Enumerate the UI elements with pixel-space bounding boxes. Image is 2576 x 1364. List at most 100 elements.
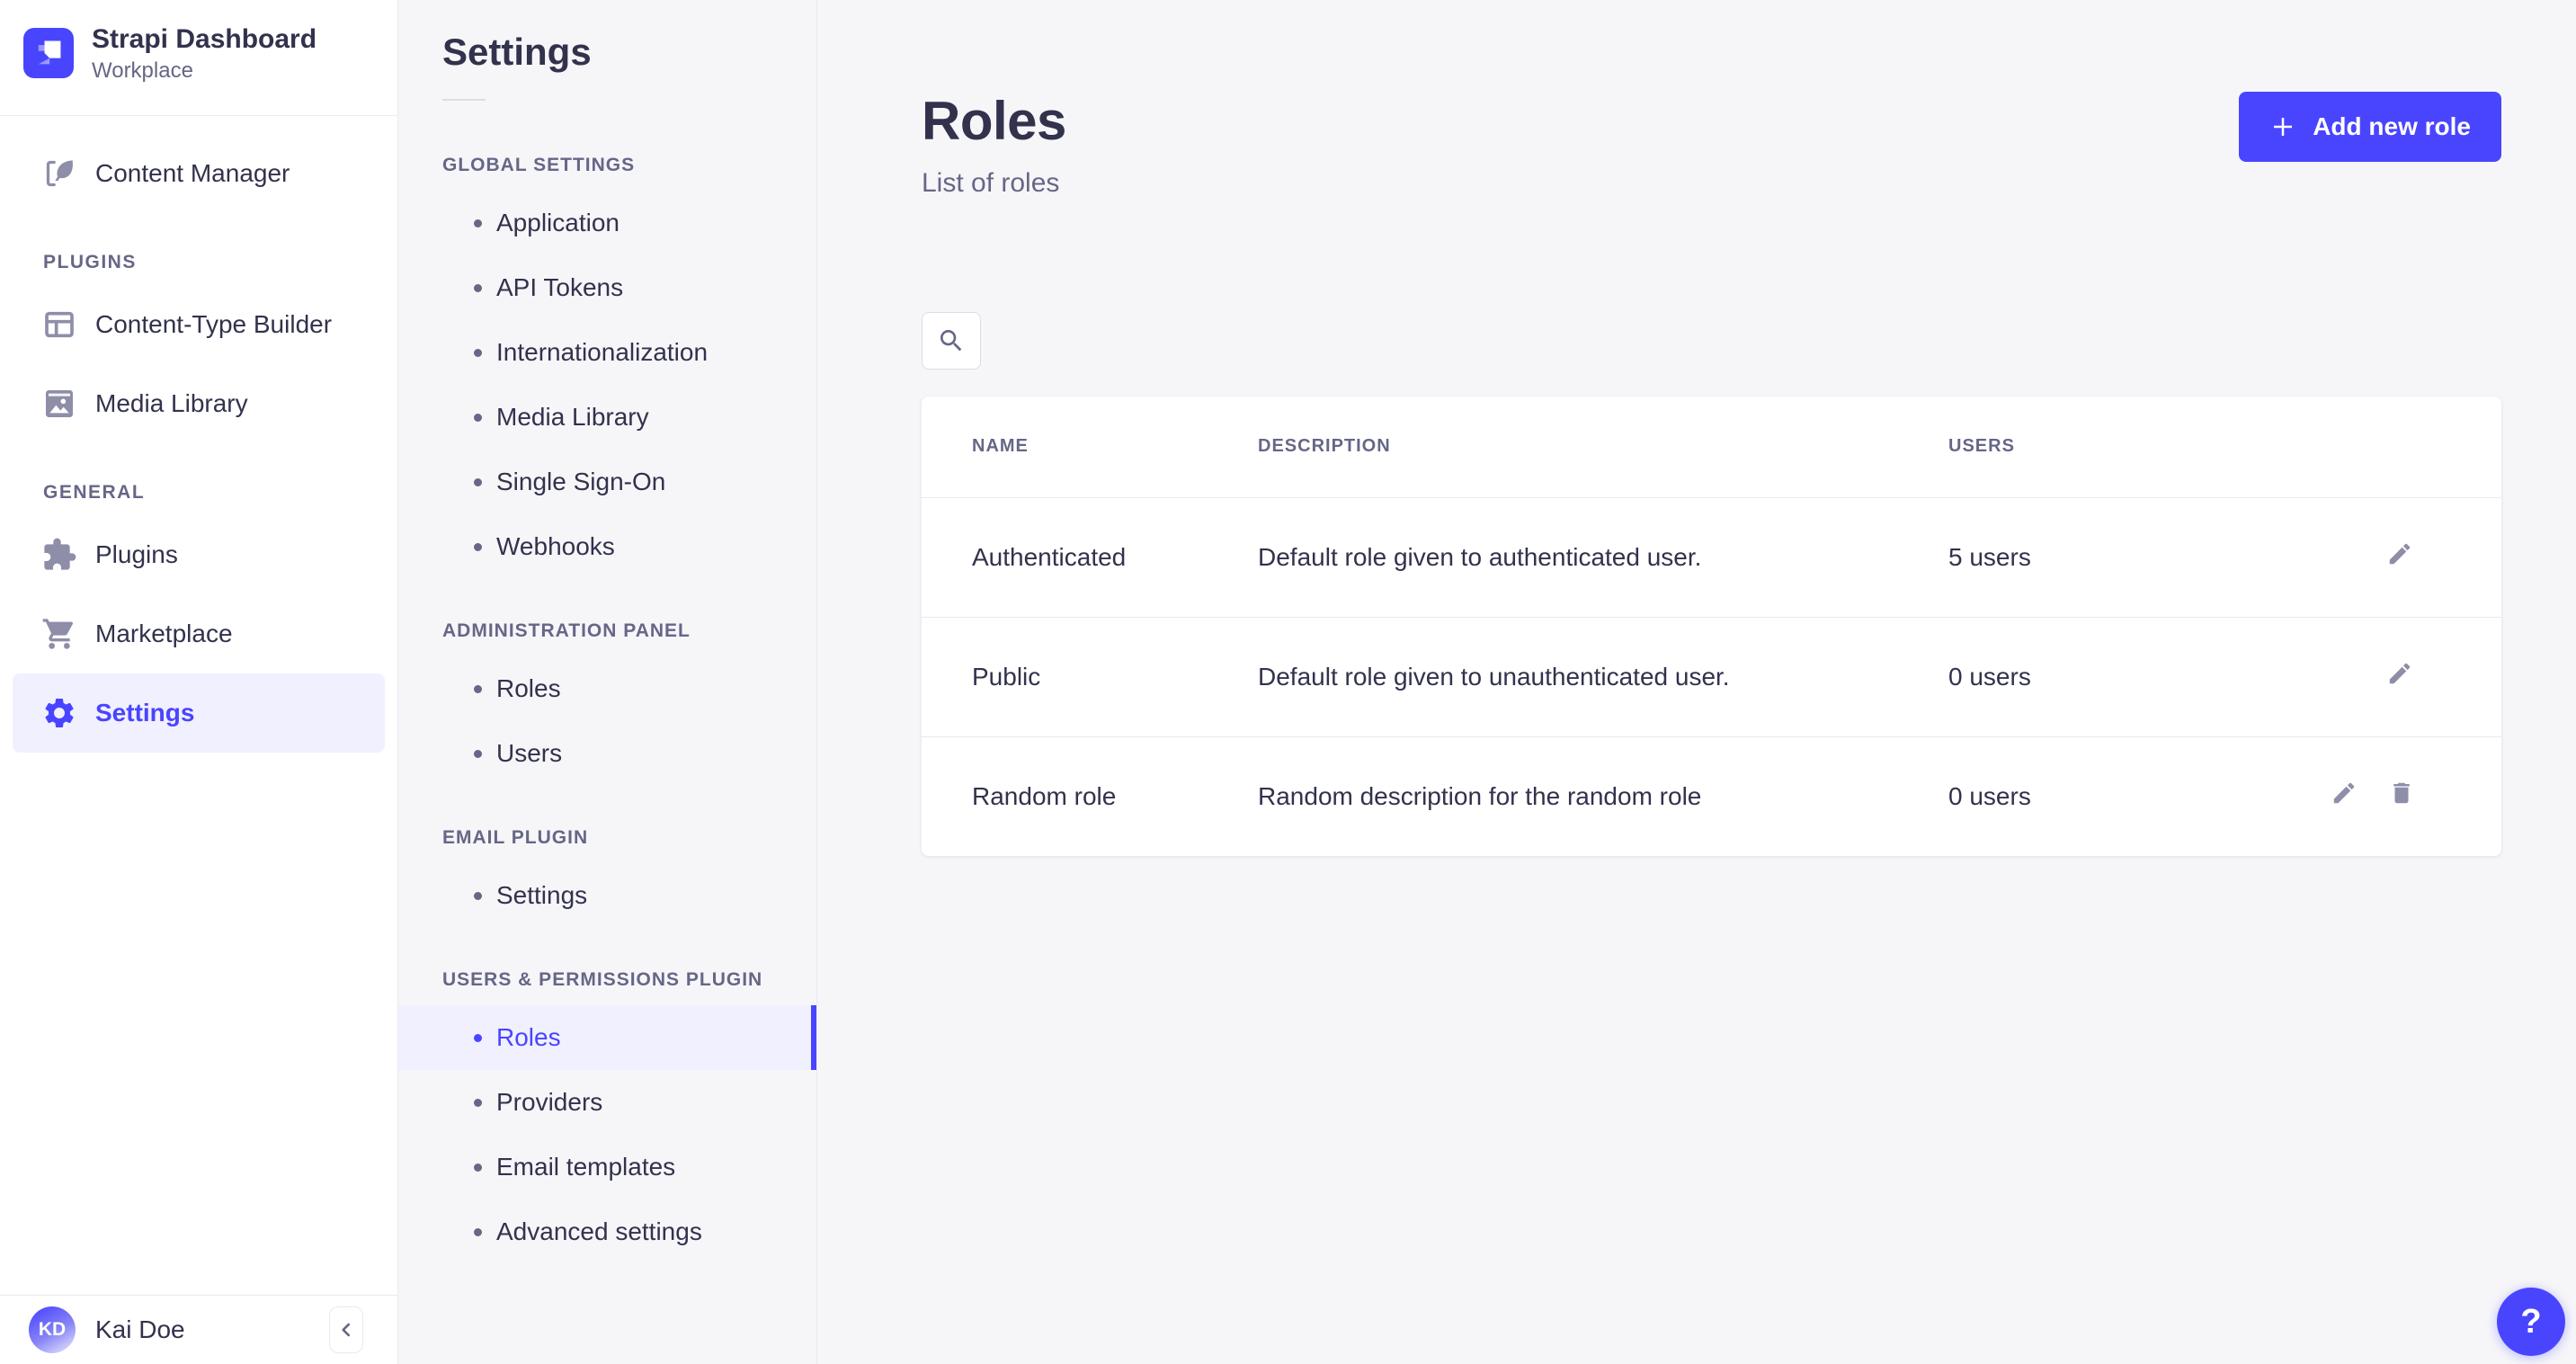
subnav-item-email-settings[interactable]: Settings — [398, 863, 816, 928]
table-header-row: NAME DESCRIPTION USERS — [922, 397, 2501, 497]
bullet-icon — [474, 1033, 482, 1042]
subnav-divider — [442, 99, 486, 101]
subnav-item-single-sign-on[interactable]: Single Sign-On — [398, 450, 816, 514]
user-menu[interactable]: KD Kai Doe — [29, 1306, 185, 1353]
bullet-icon — [474, 1163, 482, 1172]
collapse-sidebar-button[interactable] — [329, 1306, 363, 1353]
search-button[interactable] — [922, 312, 981, 370]
subnav-item-admin-roles[interactable]: Roles — [398, 656, 816, 721]
nav-item-label: Plugins — [95, 540, 178, 568]
settings-subnav: Settings GLOBAL SETTINGS Application API… — [398, 0, 817, 1364]
nav-item-label: Content-Type Builder — [95, 310, 333, 338]
table-row-random-role[interactable]: Random role Random description for the r… — [922, 735, 2501, 856]
sidebar-footer: KD Kai Doe — [0, 1295, 397, 1364]
edit-role-button[interactable] — [2386, 660, 2413, 687]
roles-table-card: NAME DESCRIPTION USERS Authenticated Def… — [922, 397, 2501, 856]
nav-item-content-manager[interactable]: Content Manager — [0, 134, 397, 213]
bullet-icon — [474, 283, 482, 292]
subnav-item-advanced-settings[interactable]: Advanced settings — [398, 1199, 816, 1264]
brand: Strapi Dashboard Workplace — [0, 0, 397, 116]
nav-section-general: GENERAL — [43, 482, 146, 503]
role-users-count: 0 users — [1948, 616, 2331, 736]
strapi-logo-icon — [23, 28, 74, 78]
nav-item-media-library[interactable]: Media Library — [0, 364, 397, 443]
subnav-item-label: Application — [496, 209, 619, 236]
subnav-item-label: Providers — [496, 1088, 603, 1116]
table-row-public[interactable]: Public Default role given to unauthentic… — [922, 616, 2501, 736]
bullet-icon — [474, 684, 482, 693]
feather-icon — [41, 156, 77, 192]
subnav-item-api-tokens[interactable]: API Tokens — [398, 255, 816, 320]
subnav-item-webhooks[interactable]: Webhooks — [398, 514, 816, 579]
role-users-count: 5 users — [1948, 496, 2331, 617]
bullet-icon — [474, 477, 482, 486]
nav-item-settings[interactable]: Settings — [13, 673, 385, 753]
toolbar — [922, 312, 2501, 370]
subnav-item-media-library[interactable]: Media Library — [398, 385, 816, 450]
page-title: Roles — [922, 91, 1066, 151]
role-description: Random description for the random role — [1258, 735, 1948, 856]
gear-icon — [41, 695, 77, 731]
nav-item-content-type-builder[interactable]: Content-Type Builder — [0, 285, 397, 364]
role-description: Default role given to authenticated user… — [1258, 496, 1948, 617]
search-icon — [937, 326, 966, 355]
subnav-item-email-templates[interactable]: Email templates — [398, 1135, 816, 1199]
user-name: Kai Doe — [95, 1315, 185, 1343]
role-users-count: 0 users — [1948, 735, 2331, 856]
edit-role-button[interactable] — [2331, 780, 2358, 807]
subnav-item-admin-users[interactable]: Users — [398, 721, 816, 786]
subnav-item-up-roles[interactable]: Roles — [398, 1005, 816, 1070]
subnav-item-application[interactable]: Application — [398, 191, 816, 255]
subnav-section-email-plugin: EMAIL PLUGIN — [442, 827, 589, 848]
subnav-item-internationalization[interactable]: Internationalization — [398, 320, 816, 385]
column-header-actions — [2331, 397, 2501, 497]
nav-item-marketplace[interactable]: Marketplace — [0, 594, 397, 673]
puzzle-icon — [41, 537, 77, 573]
subnav-item-label: Roles — [496, 1023, 561, 1051]
role-name: Random role — [922, 735, 1258, 856]
brand-text: Strapi Dashboard Workplace — [92, 23, 316, 84]
subnav-section-administration-panel: ADMINISTRATION PANEL — [442, 620, 691, 641]
avatar: KD — [29, 1306, 76, 1353]
nav-item-plugins[interactable]: Plugins — [0, 515, 397, 594]
subnav-section-global-settings: GLOBAL SETTINGS — [442, 155, 636, 175]
subnav-item-label: API Tokens — [496, 273, 624, 301]
cart-icon — [41, 616, 77, 652]
delete-role-button[interactable] — [2388, 780, 2415, 807]
role-name: Public — [922, 616, 1258, 736]
add-new-role-button[interactable]: Add new role — [2239, 92, 2501, 162]
subnav-item-providers[interactable]: Providers — [398, 1070, 816, 1135]
chevron-left-icon — [334, 1318, 358, 1342]
bullet-icon — [474, 891, 482, 900]
main-content: Roles List of roles Add new role — [817, 0, 2576, 1364]
row-actions-cell — [2331, 735, 2501, 856]
subnav-item-label: Settings — [496, 881, 588, 909]
bullet-icon — [474, 1098, 482, 1107]
nav-item-label: Media Library — [95, 389, 248, 417]
content-header: Roles List of roles Add new role — [922, 90, 2501, 199]
subnav-item-label: Single Sign-On — [496, 468, 666, 495]
pencil-icon — [2331, 780, 2358, 807]
subnav-item-label: Email templates — [496, 1153, 676, 1181]
image-icon — [41, 386, 77, 422]
bullet-icon — [474, 749, 482, 758]
table-row-authenticated[interactable]: Authenticated Default role given to auth… — [922, 496, 2501, 617]
bullet-icon — [474, 218, 482, 227]
trash-icon — [2388, 780, 2415, 807]
role-name: Authenticated — [922, 496, 1258, 617]
subnav-section-users-permissions-plugin: USERS & PERMISSIONS PLUGIN — [442, 969, 763, 990]
column-header-name: NAME — [972, 436, 1029, 457]
bullet-icon — [474, 413, 482, 422]
app-subtitle: Workplace — [92, 58, 193, 83]
pencil-icon — [2386, 660, 2413, 687]
subnav-item-label: Users — [496, 739, 563, 767]
help-button[interactable]: ? — [2497, 1288, 2565, 1356]
subnav-title: Settings — [442, 31, 592, 73]
nav-item-label: Content Manager — [95, 159, 290, 187]
bullet-icon — [474, 542, 482, 551]
edit-role-button[interactable] — [2386, 540, 2413, 567]
bullet-icon — [474, 348, 482, 357]
subnav-item-label: Media Library — [496, 403, 649, 431]
nav-section-plugins: PLUGINS — [43, 252, 137, 272]
